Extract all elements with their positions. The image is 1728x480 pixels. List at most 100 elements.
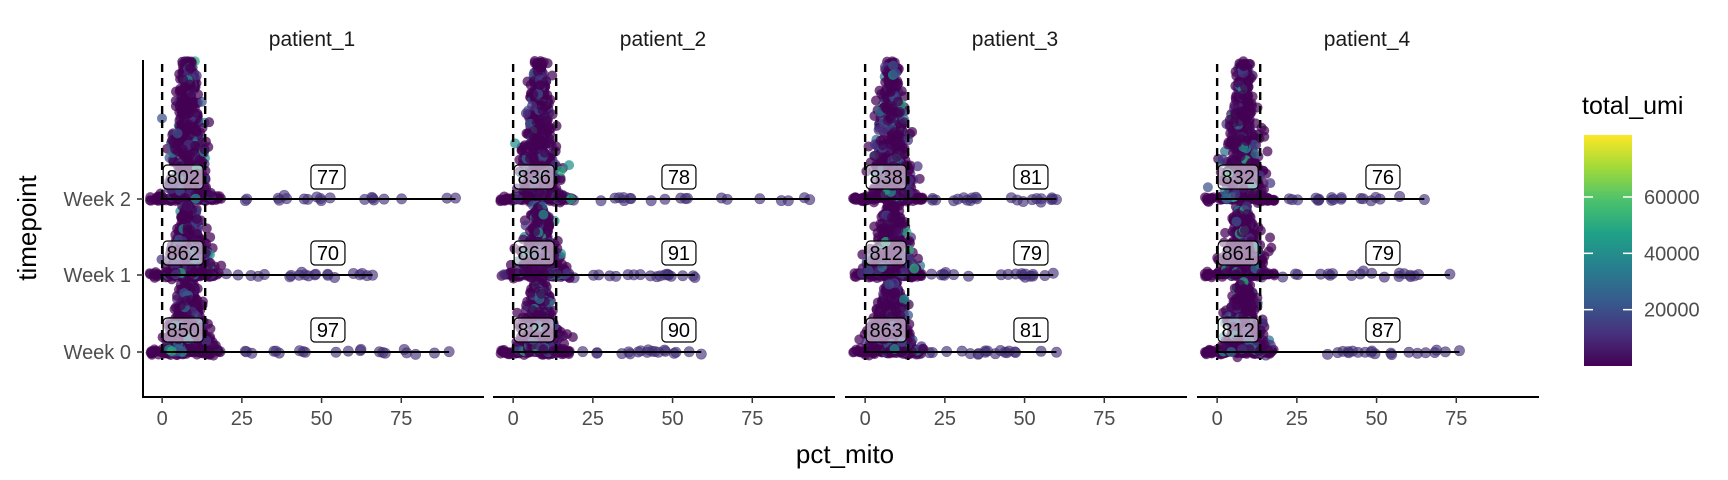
x-tick-label: 0 xyxy=(157,408,168,430)
y-tick-label: Week 1 xyxy=(64,265,131,287)
x-tick-label: 75 xyxy=(390,408,412,430)
data-point xyxy=(970,191,982,203)
data-point xyxy=(186,63,197,74)
data-point xyxy=(888,135,899,146)
data-point xyxy=(190,123,201,134)
data-point xyxy=(891,225,902,236)
data-point xyxy=(150,345,161,356)
data-point xyxy=(591,347,603,359)
data-point xyxy=(884,268,895,279)
in-range-count-label: 822 xyxy=(517,320,550,342)
data-point xyxy=(150,267,161,278)
in-range-count-label: 850 xyxy=(166,320,199,342)
in-range-count-label: 836 xyxy=(517,167,550,189)
in-range-count-label: 861 xyxy=(517,243,550,265)
data-point xyxy=(201,223,212,234)
data-point xyxy=(889,203,900,214)
x-tick-label: 50 xyxy=(310,408,332,430)
data-point xyxy=(527,100,538,111)
x-tick-label: 50 xyxy=(661,408,683,430)
data-point xyxy=(428,347,440,359)
data-point xyxy=(567,332,578,343)
facet-strip-label: patient_3 xyxy=(972,28,1058,51)
data-point xyxy=(356,267,368,279)
data-point xyxy=(539,147,550,158)
data-point xyxy=(877,223,888,234)
data-point xyxy=(538,209,549,220)
data-point xyxy=(181,201,192,212)
data-point xyxy=(523,191,534,202)
data-point xyxy=(531,135,542,146)
data-point xyxy=(172,128,183,139)
x-tick-label: 0 xyxy=(860,408,871,430)
data-point xyxy=(885,87,896,98)
data-point xyxy=(1047,267,1059,279)
data-point xyxy=(379,347,391,359)
data-point xyxy=(884,111,895,122)
data-point xyxy=(177,144,188,155)
data-point xyxy=(909,263,920,274)
data-point xyxy=(782,195,794,207)
data-point xyxy=(886,212,897,223)
x-tick-label: 25 xyxy=(582,408,604,430)
out-range-count-label: 97 xyxy=(317,320,339,342)
data-point xyxy=(192,283,203,294)
data-point xyxy=(184,104,195,115)
data-point xyxy=(894,107,905,118)
data-point xyxy=(529,125,540,136)
data-point xyxy=(645,195,657,207)
data-point xyxy=(528,89,539,100)
data-point xyxy=(535,80,546,91)
data-point xyxy=(190,140,201,151)
data-point xyxy=(624,348,636,360)
data-point xyxy=(204,117,215,128)
data-point xyxy=(888,60,899,71)
data-point xyxy=(180,81,191,92)
data-point xyxy=(179,115,190,126)
data-point xyxy=(869,150,880,161)
data-point xyxy=(521,145,532,156)
out-range-count-label: 78 xyxy=(668,167,690,189)
out-range-count-label: 90 xyxy=(668,320,690,342)
data-point xyxy=(618,195,630,207)
data-point xyxy=(994,344,1006,356)
data-point xyxy=(542,90,553,101)
x-tick-label: 25 xyxy=(934,408,956,430)
data-point xyxy=(149,194,160,205)
data-point xyxy=(191,213,202,224)
data-point xyxy=(522,76,533,87)
in-range-count-label: 862 xyxy=(166,243,199,265)
out-range-count-label: 91 xyxy=(668,243,690,265)
data-point xyxy=(294,345,306,357)
data-point xyxy=(1017,196,1029,208)
data-point xyxy=(534,58,545,69)
facet-strip-label: patient_2 xyxy=(620,28,706,51)
data-point xyxy=(564,160,575,171)
data-point xyxy=(895,212,906,223)
data-point xyxy=(556,165,567,176)
data-point xyxy=(216,260,227,271)
data-point xyxy=(410,348,422,360)
x-tick-label: 0 xyxy=(508,408,519,430)
data-point xyxy=(157,113,168,124)
data-point xyxy=(926,194,938,206)
data-point xyxy=(530,283,541,294)
data-point xyxy=(689,271,701,283)
out-range-count-label: 77 xyxy=(317,167,339,189)
data-point xyxy=(205,258,216,269)
x-tick-label: 50 xyxy=(1013,408,1035,430)
data-point xyxy=(892,96,903,107)
x-tick-label: 25 xyxy=(231,408,253,430)
data-point xyxy=(537,105,548,116)
data-point xyxy=(191,70,202,81)
x-tick-label: 75 xyxy=(1093,408,1115,430)
data-point xyxy=(610,270,622,282)
data-point xyxy=(354,345,366,357)
data-point xyxy=(530,226,541,237)
data-point xyxy=(880,101,891,112)
data-point xyxy=(891,152,902,163)
